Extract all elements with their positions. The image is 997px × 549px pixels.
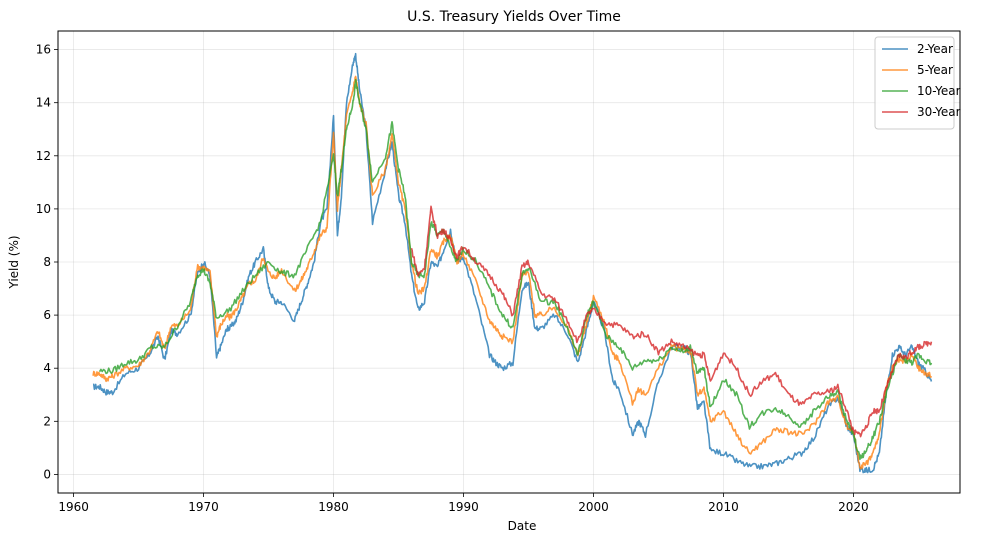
x-tick-label: 1980 [318, 500, 349, 514]
chart-title: U.S. Treasury Yields Over Time [407, 9, 621, 25]
y-tick-label: 16 [36, 43, 51, 57]
grid-lines [58, 31, 960, 493]
y-axis-title: Yield (%) [7, 235, 21, 289]
x-tick-label: 2010 [708, 500, 739, 514]
y-tick-label: 12 [36, 149, 51, 163]
y-tick-label: 2 [43, 414, 51, 428]
y-tick-label: 0 [43, 467, 51, 481]
legend-label: 2-Year [917, 42, 953, 56]
x-axis-title: Date [508, 519, 537, 533]
legend-label: 10-Year [917, 84, 961, 98]
x-axis-ticks: 1960 1970 1980 1990 2000 2010 2020 [58, 493, 869, 514]
y-tick-label: 6 [43, 308, 51, 322]
y-axis-ticks: 0 2 4 6 8 10 12 14 16 [36, 43, 58, 481]
y-tick-label: 8 [43, 255, 51, 269]
legend-label: 5-Year [917, 63, 953, 77]
x-tick-label: 2000 [578, 500, 609, 514]
legend-label: 30-Year [917, 105, 961, 119]
y-tick-label: 14 [36, 96, 51, 110]
legend: 2-Year 5-Year 10-Year 30-Year [874, 36, 961, 130]
legend-box [874, 36, 955, 130]
series-lines [92, 52, 933, 474]
series-line-10-year [98, 78, 933, 461]
x-tick-label: 1960 [58, 500, 89, 514]
y-tick-label: 10 [36, 202, 51, 216]
x-tick-label: 1990 [448, 500, 479, 514]
y-tick-label: 4 [43, 361, 51, 375]
x-tick-label: 1970 [188, 500, 219, 514]
x-tick-label: 2020 [838, 500, 869, 514]
series-line-30-year [410, 205, 933, 438]
